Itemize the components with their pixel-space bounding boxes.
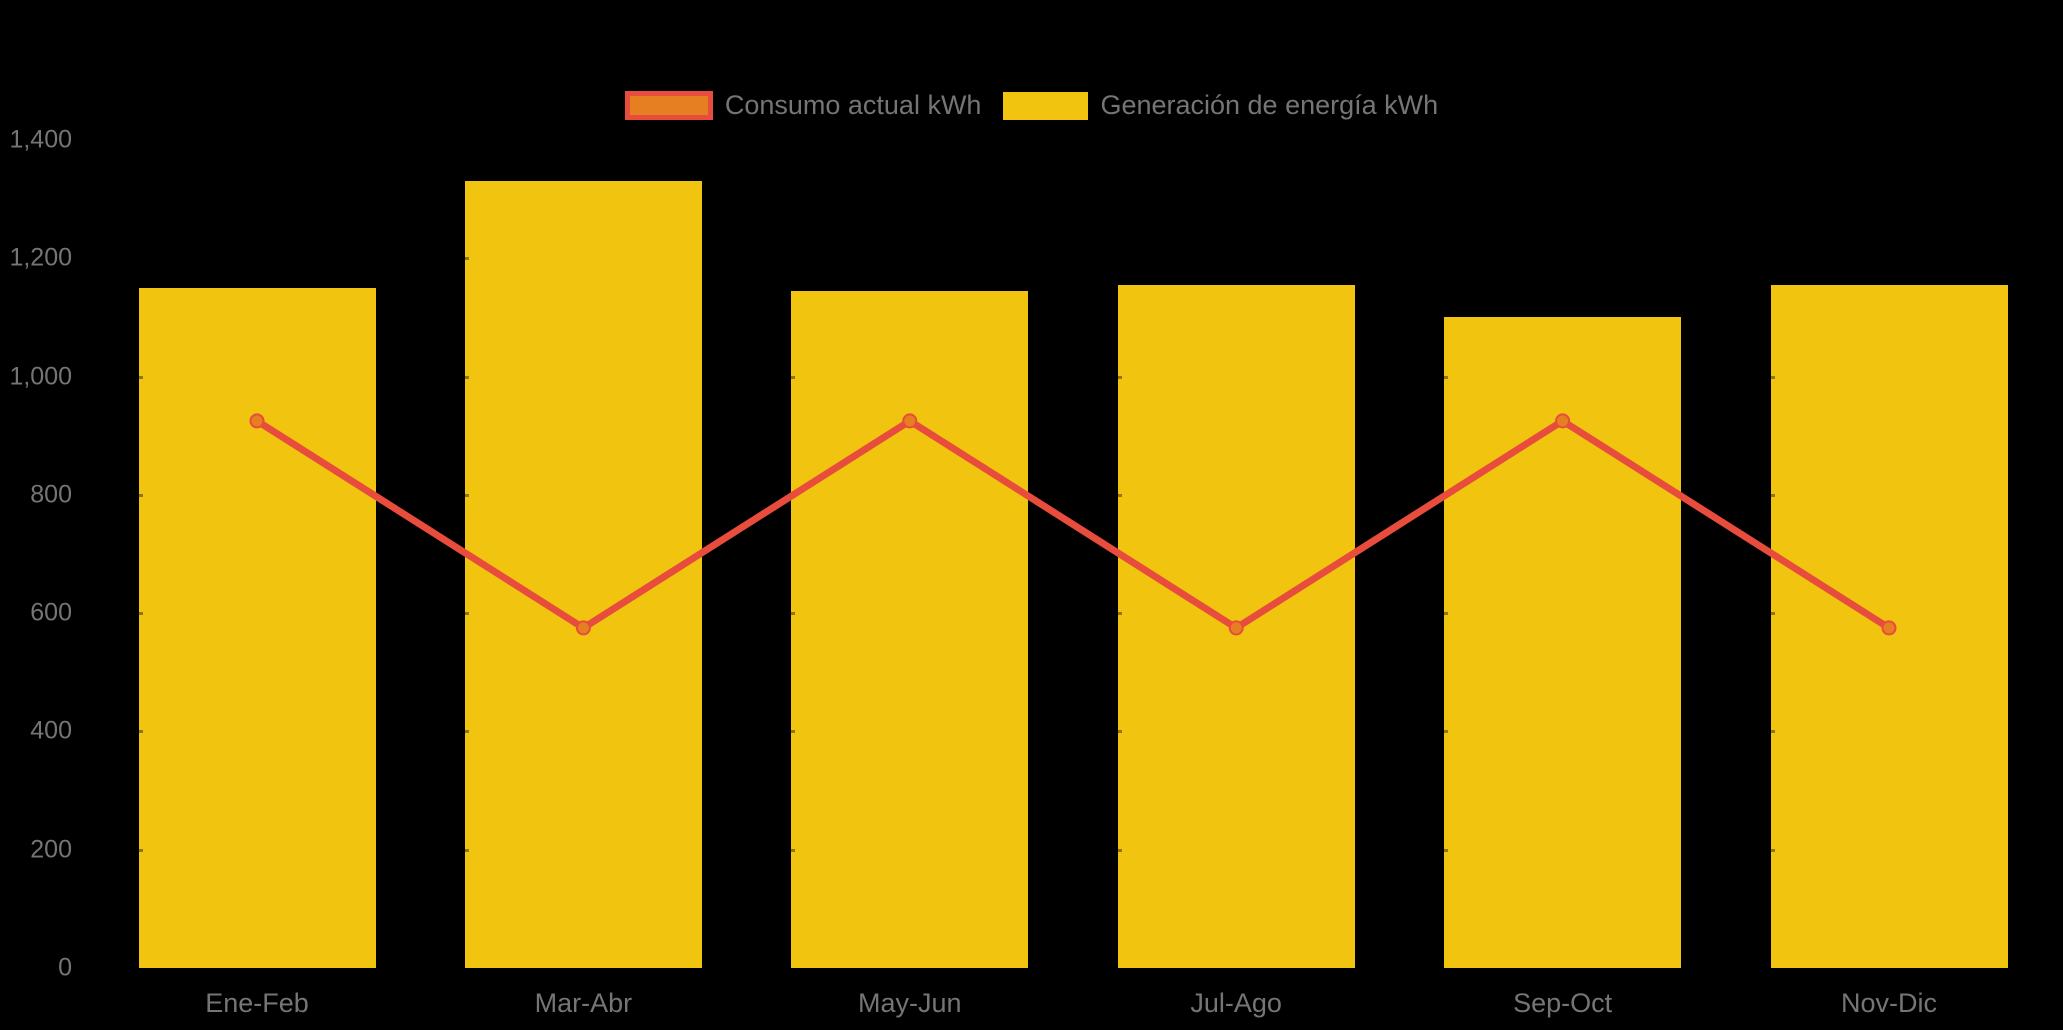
x-axis-label: Mar-Abr xyxy=(534,988,633,1018)
gridline-stub xyxy=(790,612,796,616)
line-point-mar-abr[interactable] xyxy=(575,620,591,636)
consumo-line xyxy=(253,417,1893,632)
y-axis-label: 800 xyxy=(30,480,72,509)
gridline-stub xyxy=(790,730,796,734)
gridline-stub xyxy=(1116,375,1122,379)
gridline-stub xyxy=(1443,375,1449,379)
gridline-stub xyxy=(1116,493,1122,497)
line-point-nov-dic[interactable] xyxy=(1881,620,1897,636)
gridline-stub xyxy=(1116,730,1122,734)
legend-item-consumo[interactable]: Consumo actual kWh xyxy=(624,90,982,121)
gridline-stub xyxy=(790,848,796,852)
gridline-stub xyxy=(463,730,469,734)
gridline-stub xyxy=(137,493,143,497)
gridline-stub xyxy=(463,375,469,379)
gridline-stub xyxy=(1769,730,1775,734)
gridline-stub xyxy=(1116,612,1122,616)
gridline-stub xyxy=(463,612,469,616)
y-axis-label: 400 xyxy=(30,716,72,745)
gridline-stub xyxy=(137,375,143,379)
y-axis-label: 1,200 xyxy=(9,243,72,272)
chart-legend: Consumo actual kWh Generación de energía… xyxy=(0,90,2063,121)
gridline-stub xyxy=(1769,612,1775,616)
line-point-sep-oct[interactable] xyxy=(1555,413,1571,429)
y-axis-label: 600 xyxy=(30,598,72,627)
x-axis-label: May-Jun xyxy=(858,988,962,1018)
gridline-stub xyxy=(1443,612,1449,616)
y-axis-label: 0 xyxy=(58,953,72,982)
legend-swatch-generacion-bar xyxy=(1003,91,1089,120)
y-axis-label: 1,400 xyxy=(9,125,72,154)
gridline-stub xyxy=(137,730,143,734)
x-axis-label: Jul-Ago xyxy=(1190,988,1282,1018)
gridline-stub xyxy=(137,848,143,852)
legend-label-generacion: Generación de energía kWh xyxy=(1100,90,1439,120)
gridline-stub xyxy=(1769,375,1775,379)
gridline-stub xyxy=(790,375,796,379)
bar-ene-feb[interactable] xyxy=(138,287,376,968)
line-point-jul-ago[interactable] xyxy=(1228,620,1244,636)
y-axis-label: 1,000 xyxy=(9,362,72,391)
gridline-stub xyxy=(1769,848,1775,852)
y-axis-label: 200 xyxy=(30,835,72,864)
gridline-stub xyxy=(1443,848,1449,852)
line-point-ene-feb[interactable] xyxy=(249,413,265,429)
x-axis-label: Nov-Dic xyxy=(1840,988,1937,1018)
gridline-stub xyxy=(1443,730,1449,734)
line-point-may-jun[interactable] xyxy=(902,413,918,429)
gridline-stub xyxy=(463,493,469,497)
gridline-stub xyxy=(463,257,469,261)
legend-swatch-consumo-line xyxy=(624,91,713,120)
gridline-stub xyxy=(463,848,469,852)
x-axis-label: Sep-Oct xyxy=(1513,988,1613,1018)
legend-label-consumo: Consumo actual kWh xyxy=(724,90,982,120)
gridline-stub xyxy=(1116,848,1122,852)
bar-may-jun[interactable] xyxy=(791,290,1029,968)
legend-item-generacion[interactable]: Generación de energía kWh xyxy=(1003,90,1438,121)
gridline-stub xyxy=(137,612,143,616)
gridline-stub xyxy=(1769,493,1775,497)
x-axis-label: Ene-Feb xyxy=(205,988,309,1018)
